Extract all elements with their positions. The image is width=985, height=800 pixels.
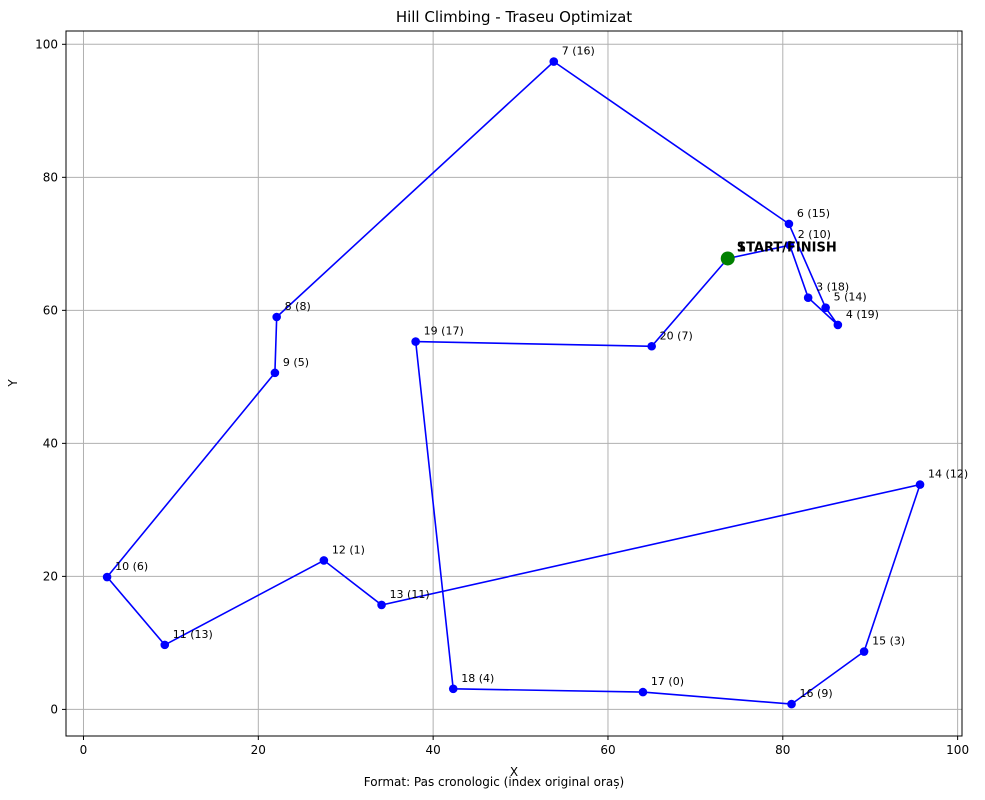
route-point xyxy=(785,240,795,250)
point-label-first: 1 xyxy=(737,240,746,255)
point-label: 12 (1) xyxy=(332,543,365,556)
x-tick-label: 20 xyxy=(251,743,266,757)
y-tick-label: 80 xyxy=(43,170,58,184)
route-point xyxy=(270,368,280,378)
route-point xyxy=(784,219,794,229)
route-point xyxy=(638,687,648,697)
y-tick-label: 60 xyxy=(43,303,58,317)
y-tick-label: 20 xyxy=(43,569,58,583)
point-label: 13 (11) xyxy=(390,588,430,601)
route-point xyxy=(102,572,112,582)
route-point xyxy=(787,699,796,709)
y-tick-label: 0 xyxy=(50,702,58,716)
point-label: 9 (5) xyxy=(283,356,309,369)
point-label: 2 (10) xyxy=(798,228,831,241)
point-label: 6 (15) xyxy=(797,207,830,220)
route-point xyxy=(377,600,386,610)
route-point xyxy=(821,303,830,312)
route-point xyxy=(319,556,329,565)
route-point xyxy=(915,480,925,489)
point-label: 17 (0) xyxy=(651,675,684,688)
x-tick-label: 60 xyxy=(600,743,615,757)
x-tick-label: 0 xyxy=(80,743,88,757)
point-label: 19 (17) xyxy=(424,325,464,338)
point-labels: 2 (10) 3 (18) 4 (19) 5 (14) 6 (15) 7 (16) 8 (8… xyxy=(115,45,968,700)
route-point xyxy=(411,337,420,346)
route-point xyxy=(647,341,656,351)
route-point xyxy=(803,293,813,303)
axis-ticks: 0 20 40 60 80 100 0 20 40 60 80 100 xyxy=(35,37,969,757)
chart-title: Hill Climbing - Traseu Optimizat xyxy=(396,8,632,26)
point-label: 4 (19) xyxy=(846,308,879,321)
point-label: 15 (3) xyxy=(872,635,905,648)
point-label: 5 (14) xyxy=(834,291,867,304)
route-point xyxy=(272,312,281,322)
y-tick-label: 100 xyxy=(35,37,58,51)
point-label: 16 (9) xyxy=(800,687,833,700)
x-tick-label: 80 xyxy=(775,743,790,757)
x-tick-label: 40 xyxy=(426,743,441,757)
x-axis-label: X xyxy=(510,765,518,779)
route-points xyxy=(102,57,925,709)
route-point xyxy=(859,647,869,656)
route-point xyxy=(160,640,170,650)
point-label: 20 (7) xyxy=(660,329,693,342)
start-finish-label: START/FINISH xyxy=(737,240,837,255)
route-line xyxy=(106,60,922,705)
y-tick-label: 40 xyxy=(43,436,58,450)
point-label: 7 (16) xyxy=(562,45,595,58)
x-tick-label: 100 xyxy=(946,743,969,757)
plot-frame xyxy=(65,30,963,737)
route-point xyxy=(448,684,458,694)
route-point xyxy=(549,57,559,66)
grid xyxy=(66,31,962,736)
point-label: 8 (8) xyxy=(285,300,311,313)
point-label: 18 (4) xyxy=(461,672,494,685)
y-axis-label: Y xyxy=(6,379,20,388)
point-label: 11 (13) xyxy=(173,628,213,641)
start-marker xyxy=(720,251,735,266)
point-label: 10 (6) xyxy=(115,560,148,573)
point-label: 14 (12) xyxy=(928,468,968,481)
route-point xyxy=(833,320,843,330)
point-label: 3 (18) xyxy=(816,281,849,294)
footnote: Format: Pas cronologic (index original o… xyxy=(364,775,624,789)
